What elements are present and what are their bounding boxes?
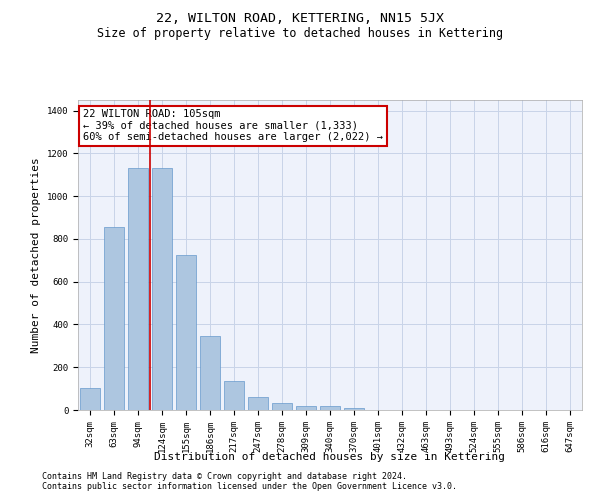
- Bar: [224, 381, 244, 410]
- Bar: [320, 406, 340, 410]
- Text: Distribution of detached houses by size in Kettering: Distribution of detached houses by size …: [155, 452, 505, 462]
- Bar: [176, 255, 196, 410]
- Bar: [200, 336, 220, 410]
- Text: 22, WILTON ROAD, KETTERING, NN15 5JX: 22, WILTON ROAD, KETTERING, NN15 5JX: [156, 12, 444, 26]
- Bar: [128, 168, 148, 410]
- Text: Contains public sector information licensed under the Open Government Licence v3: Contains public sector information licen…: [42, 482, 457, 491]
- Bar: [344, 408, 364, 410]
- Y-axis label: Number of detached properties: Number of detached properties: [31, 157, 41, 353]
- Bar: [296, 406, 316, 410]
- Text: Contains HM Land Registry data © Crown copyright and database right 2024.: Contains HM Land Registry data © Crown c…: [42, 472, 407, 481]
- Text: 22 WILTON ROAD: 105sqm
← 39% of detached houses are smaller (1,333)
60% of semi-: 22 WILTON ROAD: 105sqm ← 39% of detached…: [83, 110, 383, 142]
- Bar: [80, 388, 100, 410]
- Bar: [104, 227, 124, 410]
- Bar: [152, 168, 172, 410]
- Bar: [272, 402, 292, 410]
- Text: Size of property relative to detached houses in Kettering: Size of property relative to detached ho…: [97, 28, 503, 40]
- Bar: [248, 397, 268, 410]
